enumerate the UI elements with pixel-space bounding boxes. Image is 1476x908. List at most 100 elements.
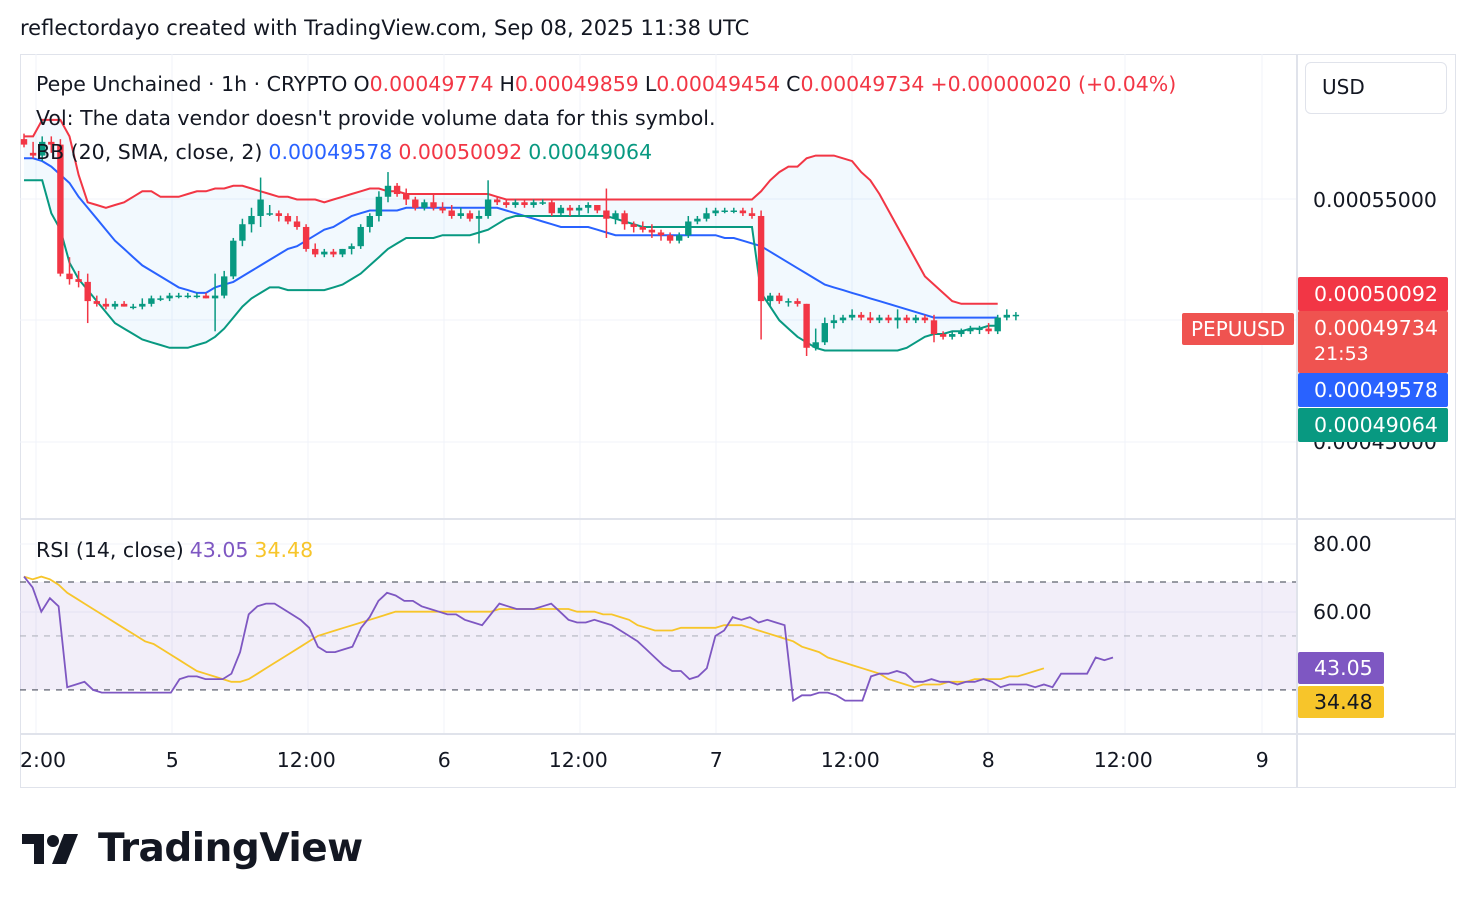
time-axis-label: 12:00	[1093, 748, 1153, 772]
candle-body	[321, 251, 328, 255]
candle-body	[521, 202, 528, 206]
candle	[111, 301, 119, 310]
candle	[575, 205, 583, 216]
candle	[148, 295, 155, 307]
candle-body	[384, 185, 392, 197]
time-axis-label: 5	[165, 748, 179, 772]
candle	[585, 202, 592, 214]
candle	[539, 199, 546, 206]
candle-body	[830, 320, 838, 324]
candle-body	[339, 248, 346, 255]
candle	[648, 224, 656, 238]
high-value: 0.00049859	[514, 72, 639, 96]
rsi-tag: 43.05	[1298, 652, 1384, 684]
candle-body	[594, 205, 601, 211]
candle	[257, 177, 264, 227]
candle-body	[257, 199, 264, 216]
open-label: O	[353, 72, 370, 96]
candle-body	[621, 213, 628, 225]
candle-body	[721, 210, 728, 212]
rsi-axis-label: 60.00	[1313, 600, 1372, 624]
time-axis-label: 12:00	[276, 748, 336, 772]
tradingview-logo-text: TradingView	[98, 826, 363, 871]
candle	[248, 207, 255, 233]
candle	[503, 199, 510, 208]
grid	[20, 54, 1296, 733]
candle-body	[612, 213, 619, 219]
bb-lower-tag: 0.00049064	[1298, 408, 1448, 442]
candle-body	[785, 301, 792, 303]
candle-body	[75, 279, 82, 282]
candle-body	[630, 224, 637, 227]
candle	[48, 136, 55, 153]
candle-body	[393, 185, 401, 195]
candle-body	[748, 213, 756, 216]
candle-body	[867, 317, 874, 321]
candle	[139, 298, 146, 310]
candle-body	[366, 215, 373, 227]
rsi-ma-value: 34.48	[254, 538, 314, 562]
candle	[221, 270, 228, 299]
candle-body	[712, 210, 719, 214]
time-axis-label: 6	[437, 748, 451, 772]
candle	[275, 210, 282, 222]
bb-lines	[24, 118, 998, 352]
candle	[830, 314, 838, 329]
symbol-title[interactable]: Pepe Unchained · 1h · CRYPTO	[36, 72, 348, 96]
rsi-pane	[20, 575, 1296, 703]
candle	[512, 199, 519, 208]
candle-body	[412, 199, 419, 208]
candle-body	[57, 144, 64, 274]
candle	[839, 314, 847, 324]
candle	[20, 133, 28, 148]
candle-body	[284, 215, 292, 222]
candle-body	[375, 196, 383, 216]
candle	[976, 325, 983, 335]
candle	[521, 199, 528, 208]
candle	[202, 292, 210, 299]
candle-body	[357, 226, 364, 247]
candle-body	[93, 301, 100, 304]
candle-body	[403, 194, 410, 200]
candle-body	[994, 317, 1001, 332]
candle	[448, 205, 455, 219]
candle	[748, 207, 756, 219]
volume-legend: Vol: The data vendor doesn't provide vol…	[36, 106, 716, 130]
candle-body	[348, 246, 355, 249]
candle	[29, 141, 37, 159]
close-price-tag: 0.00049734 21:53	[1298, 311, 1448, 373]
candle	[375, 191, 383, 222]
candle-body	[430, 202, 437, 208]
bb-lower-line	[24, 179, 998, 352]
bb-label[interactable]: BB (20, SMA, close, 2)	[36, 140, 263, 164]
candle	[967, 325, 974, 335]
candle	[812, 328, 819, 351]
bb-basis-value: 0.00049578	[268, 140, 393, 164]
candle-body	[548, 202, 555, 214]
candle-body	[275, 213, 282, 216]
candle	[921, 314, 929, 324]
candle-body	[530, 202, 537, 206]
candle-body	[585, 205, 592, 208]
currency-selector[interactable]: USD	[1305, 62, 1447, 114]
candle-body	[976, 328, 983, 331]
candle-body	[503, 202, 510, 206]
candle-body	[539, 202, 546, 204]
low-value: 0.00049454	[656, 72, 781, 96]
bb-fill	[24, 119, 998, 351]
candle	[384, 172, 392, 203]
candle-body	[84, 281, 91, 302]
candle-body	[666, 235, 674, 241]
candle-body	[885, 317, 892, 321]
chart-header: reflectordayo created with TradingView.c…	[20, 16, 750, 40]
chart-frame	[20, 54, 1456, 788]
tradingview-logo: TradingView	[22, 826, 363, 871]
candle	[1003, 309, 1010, 321]
candle-body	[949, 334, 956, 337]
candle	[84, 273, 91, 324]
candle-body	[193, 295, 201, 298]
bb-upper-tag: 0.00050092	[1298, 277, 1448, 311]
candle	[330, 248, 337, 258]
rsi-label[interactable]: RSI (14, close)	[36, 538, 184, 562]
